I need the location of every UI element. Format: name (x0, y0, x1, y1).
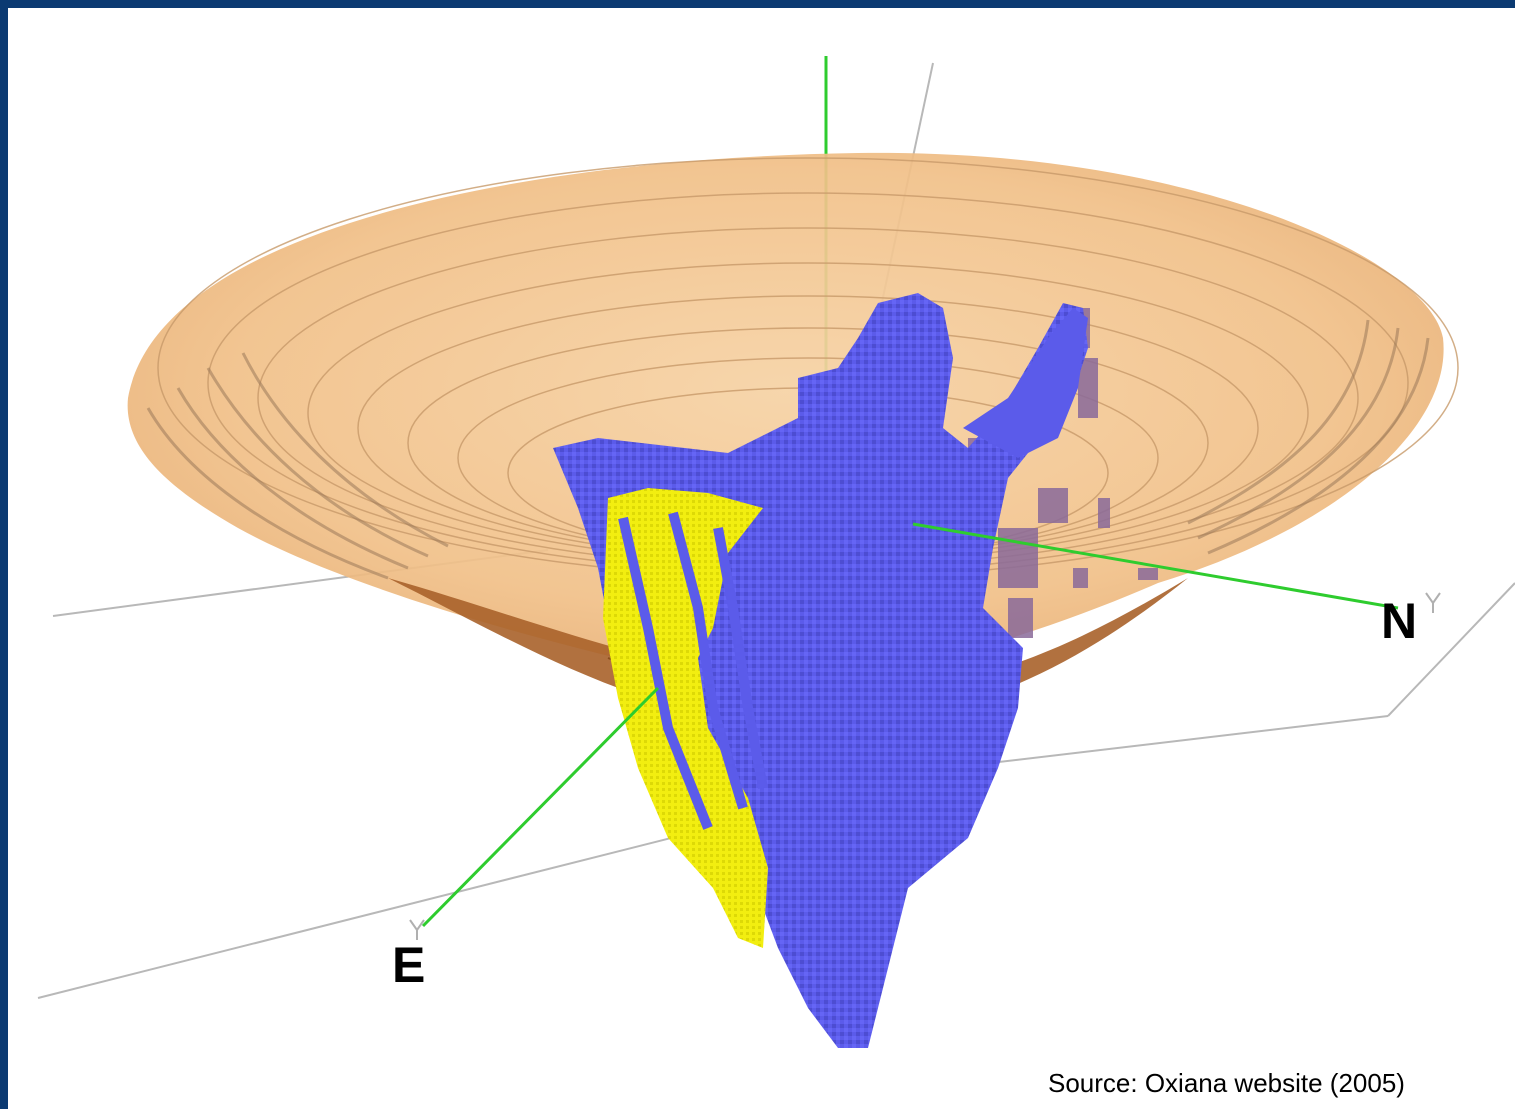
ore-body (553, 293, 1088, 1048)
model-viewport: N E Source: Oxiana website (2005) (8, 8, 1515, 1109)
source-caption: Source: Oxiana website (2005) (1048, 1068, 1405, 1098)
y-axis-tick-icon (409, 592, 1441, 940)
pit-model-scene (37, 56, 1515, 1048)
horizontal-axes (421, 522, 1399, 928)
north-axis (912, 522, 1399, 610)
east-axis-label: E (392, 937, 426, 993)
east-axis (421, 686, 660, 928)
north-axis-label: N (1381, 593, 1418, 649)
high-grade-zone (603, 488, 768, 948)
